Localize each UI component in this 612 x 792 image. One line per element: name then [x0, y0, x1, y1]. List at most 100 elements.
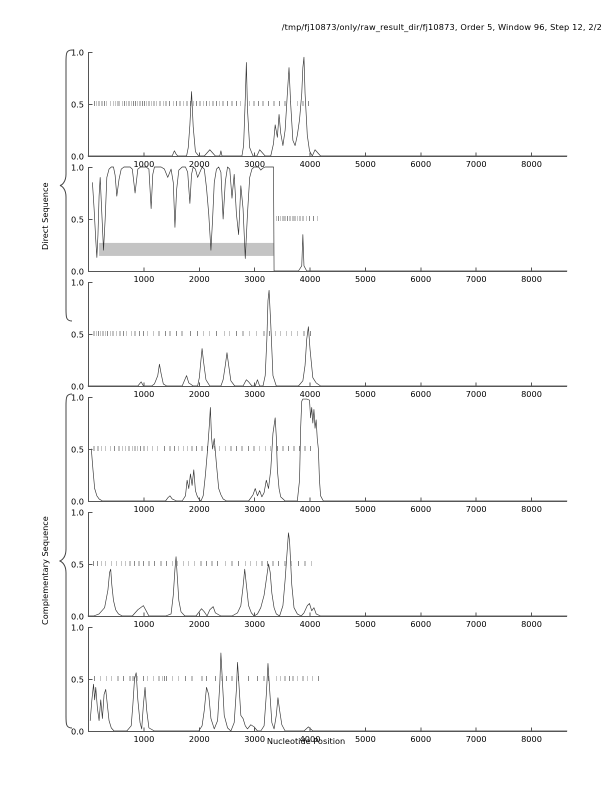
x-tick-label: 2000: [189, 619, 210, 629]
orf-marker-row: [275, 215, 318, 222]
plot-panel-direct-frame-3: 0.0 0.5 1.0 1000 2000 3000 4000 5000 6000 7000 800…: [71, 278, 568, 399]
y-tick-label: 0.5: [71, 330, 84, 340]
panel-canvas: 0.0 0.5 1.0 1000 2000 3000 4000 5000 6000 7000 800…: [71, 508, 568, 629]
panel-canvas: 0.0 0.5 1.0 1000 2000 3000 4000 5000 6000 7000 800…: [71, 48, 568, 169]
x-tick-label: 7000: [466, 159, 487, 169]
x-tick-label: 2000: [189, 389, 210, 399]
x-tick-label: 7000: [466, 389, 487, 399]
panel-canvas: 0.0 0.5 1.0 1000 2000 3000 4000 5000 6000 7000 800…: [71, 393, 568, 514]
x-tick-label: 2000: [189, 274, 210, 284]
x-tick-label: 5000: [355, 159, 376, 169]
y-tick-label: 0.5: [71, 215, 84, 225]
data-series-line: [87, 532, 568, 617]
plot-panel-direct-frame-1: 0.0 0.5 1.0 1000 2000 3000 4000 5000 6000 7000 800…: [71, 48, 568, 169]
y-tick-label: 0.0: [71, 497, 84, 507]
x-tick-label: 8000: [521, 619, 542, 629]
x-tick-label: 4000: [300, 274, 321, 284]
panel-canvas: 0.0 0.5 1.0 1000 2000 3000 4000 5000 6000 7000 800…: [71, 278, 568, 399]
x-tick-label: 3000: [244, 389, 265, 399]
y-tick-label: 0.0: [71, 267, 84, 277]
x-tick-label: 2000: [189, 734, 210, 744]
x-tick-label: 7000: [466, 504, 487, 514]
data-series-line: [92, 166, 568, 272]
x-tick-label: 6000: [410, 389, 431, 399]
y-tick-label: 1.0: [71, 508, 84, 518]
x-tick-label: 7000: [466, 619, 487, 629]
panel-canvas: 0.0 0.5 1.0 1000 2000 3000 4000 5000 6000 7000 800…: [71, 163, 568, 284]
y-tick-label: 0.0: [71, 612, 84, 622]
orf-marker-row: [94, 675, 319, 682]
x-tick-label: 2000: [189, 504, 210, 514]
data-series-line: [89, 652, 568, 732]
data-series-line: [87, 56, 568, 157]
page-title: /tmp/fj10873/only/raw_result_dir/fj10873…: [281, 22, 602, 32]
y-tick-label: 1.0: [71, 393, 84, 403]
x-tick-label: 8000: [521, 734, 542, 744]
x-tick-label: 6000: [410, 159, 431, 169]
x-tick-label: 1000: [133, 619, 154, 629]
x-tick-label: 5000: [355, 274, 376, 284]
y-tick-label: 1.0: [71, 163, 84, 173]
y-tick-label: 1.0: [71, 48, 84, 58]
orf-marker-row: [93, 560, 313, 567]
axis-spines: [88, 512, 567, 617]
group-label-direct-sequence: Direct Sequence: [40, 182, 50, 250]
y-tick-label: 0.5: [71, 560, 84, 570]
y-tick-label: 0.5: [71, 445, 84, 455]
brace-direct-sequence: [59, 49, 73, 322]
y-tick-label: 0.5: [71, 675, 84, 685]
x-tick-label: 3000: [244, 619, 265, 629]
x-tick-label: 3000: [244, 504, 265, 514]
x-tick-label: 6000: [410, 619, 431, 629]
highlight-region-bar: [99, 242, 274, 256]
x-tick-label: 8000: [521, 389, 542, 399]
x-tick-label: 4000: [300, 619, 321, 629]
y-tick-label: 1.0: [71, 278, 84, 288]
x-tick-label: 8000: [521, 274, 542, 284]
orf-marker-row: [94, 100, 309, 107]
x-tick-label: 5000: [355, 504, 376, 514]
x-axis-label: Nucleotide Position: [266, 736, 346, 746]
x-tick-label: 7000: [466, 274, 487, 284]
x-tick-label: 3000: [244, 734, 265, 744]
axis-spines: [88, 627, 567, 732]
y-tick-label: 0.0: [71, 382, 84, 392]
x-tick-label: 1000: [133, 389, 154, 399]
orf-marker-row: [93, 330, 312, 337]
axis-spines: [88, 397, 567, 502]
x-tick-label: 8000: [521, 159, 542, 169]
x-tick-label: 6000: [410, 734, 431, 744]
x-tick-label: 4000: [300, 159, 321, 169]
x-tick-label: 1000: [133, 274, 154, 284]
x-tick-label: 1000: [133, 734, 154, 744]
y-tick-label: 0.0: [71, 152, 84, 162]
x-tick-label: 5000: [355, 734, 376, 744]
group-label-complementary-sequence: Complementary Sequence: [40, 516, 50, 625]
plot-panel-complementary-frame-3: 0.0 0.5 1.0 1000 2000 3000 4000 5000 6000 7000 800…: [71, 623, 568, 744]
plot-panel-complementary-frame-2: 0.0 0.5 1.0 1000 2000 3000 4000 5000 6000 7000 800…: [71, 508, 568, 629]
x-tick-label: 4000: [300, 504, 321, 514]
plot-panel-direct-frame-2: 0.0 0.5 1.0 1000 2000 3000 4000 5000 6000 7000 800…: [71, 163, 568, 284]
x-tick-label: 4000: [300, 389, 321, 399]
plot-panel-complementary-frame-1: 0.0 0.5 1.0 1000 2000 3000 4000 5000 6000 7000 800…: [71, 393, 568, 514]
brace-complementary-sequence: [58, 393, 73, 729]
y-tick-label: 1.0: [71, 623, 84, 633]
x-tick-label: 5000: [355, 389, 376, 399]
data-series-line: [90, 398, 568, 502]
x-tick-label: 3000: [244, 159, 265, 169]
x-tick-label: 8000: [521, 504, 542, 514]
panel-canvas: 0.0 0.5 1.0 1000 2000 3000 4000 5000 6000 7000 800…: [71, 623, 568, 744]
y-tick-label: 0.5: [71, 100, 84, 110]
x-tick-label: 6000: [410, 274, 431, 284]
y-tick-label: 0.0: [71, 727, 84, 737]
x-tick-label: 7000: [466, 734, 487, 744]
orf-marker-row: [93, 445, 312, 452]
x-tick-label: 3000: [244, 274, 265, 284]
x-tick-label: 4000: [300, 734, 321, 744]
x-tick-label: 2000: [189, 159, 210, 169]
data-series-line: [87, 289, 568, 387]
axis-spines: [88, 282, 567, 387]
x-tick-label: 1000: [133, 504, 154, 514]
x-tick-label: 6000: [410, 504, 431, 514]
